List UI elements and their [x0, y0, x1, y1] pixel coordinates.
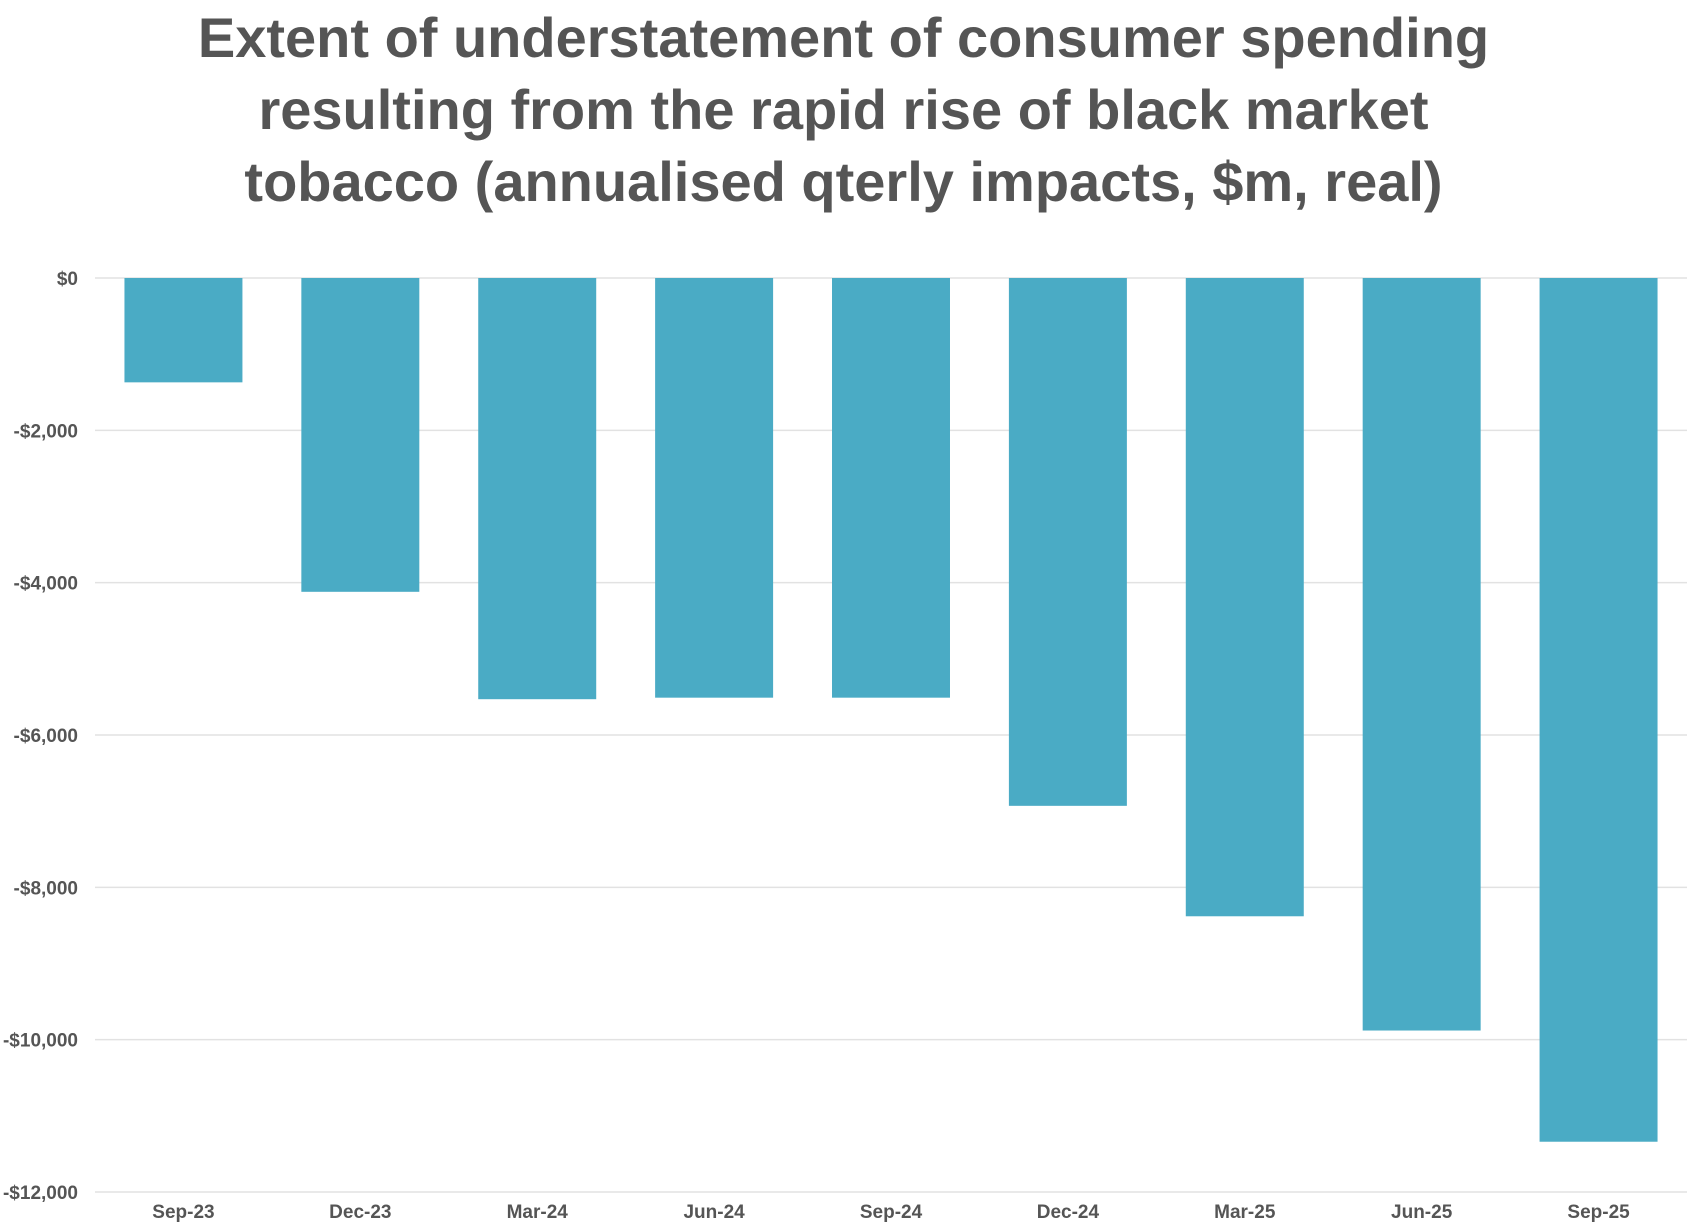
- x-tick-label: Sep-23: [152, 1202, 214, 1223]
- bar-dec-23: [301, 278, 420, 592]
- bar-dec-24: [1008, 278, 1127, 806]
- y-tick-label: -$4,000: [14, 574, 78, 595]
- bars: [124, 278, 1658, 1142]
- bar-jun-24: [655, 278, 774, 698]
- y-axis-ticks: $0 -$2,000 -$4,000 -$6,000 -$8,000 -$10,000 -$…: [3, 269, 78, 1204]
- chart-title-line-3: tobacco (annualised qterly impacts, $m, …: [244, 150, 1443, 213]
- bar-sep-25: [1539, 278, 1658, 1142]
- y-tick-label: -$6,000: [14, 726, 78, 747]
- x-tick-label: Sep-25: [1567, 1202, 1630, 1223]
- y-tick-label: -$2,000: [14, 421, 78, 442]
- y-tick-label: -$12,000: [3, 1183, 78, 1204]
- chart-title-line-1: Extent of understatement of consumer spe…: [197, 6, 1490, 69]
- bar-jun-25: [1362, 278, 1481, 1031]
- bar-mar-24: [478, 278, 597, 700]
- bar-sep-23: [124, 278, 243, 383]
- bar-mar-25: [1185, 278, 1304, 917]
- y-tick-label: -$10,000: [3, 1031, 78, 1052]
- bar-sep-24: [832, 278, 950, 698]
- x-axis-ticks: Sep-23 Dec-23 Mar-24 Jun-24 Sep-24 Dec-24 Mar-…: [152, 1202, 1630, 1223]
- x-tick-label: Sep-24: [860, 1202, 923, 1223]
- x-tick-label: Mar-24: [507, 1202, 569, 1223]
- chart-title-line-2: resulting from the rapid rise of black m…: [258, 78, 1429, 141]
- x-tick-label: Dec-23: [329, 1202, 391, 1223]
- y-tick-label: -$8,000: [14, 878, 78, 899]
- x-tick-label: Jun-24: [683, 1202, 745, 1223]
- x-tick-label: Mar-25: [1214, 1202, 1276, 1223]
- y-tick-label: $0: [57, 269, 78, 290]
- chart-title: Extent of understatement of consumer spe…: [0, 2, 1687, 218]
- x-tick-label: Jun-25: [1391, 1202, 1453, 1223]
- x-tick-label: Dec-24: [1037, 1202, 1100, 1223]
